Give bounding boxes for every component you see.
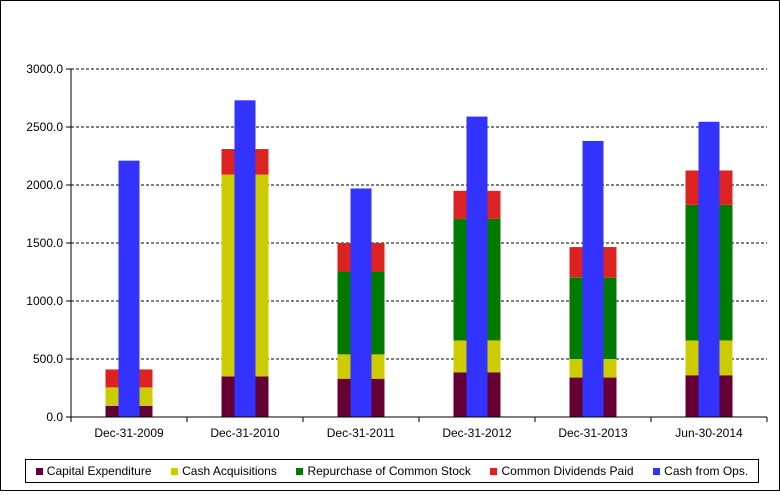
y-tick-label: 1000.0 (26, 294, 63, 308)
legend-item-cash-acquisitions: Cash Acquisitions (171, 464, 277, 478)
legend-item-capital-expenditure: Capital Expenditure (35, 464, 152, 478)
bar-cash-from-ops-0 (118, 160, 140, 417)
bar-cash-from-ops-4 (582, 140, 604, 418)
legend-label: Cash Acquisitions (182, 464, 277, 478)
x-tick-label: Dec-31-2012 (442, 426, 512, 440)
x-tick-label: Dec-31-2010 (210, 426, 280, 440)
y-tick-label: 2000.0 (26, 178, 63, 192)
y-tick-label: 3000.0 (26, 62, 63, 76)
legend-swatch (171, 467, 179, 475)
legend-swatch (35, 467, 43, 475)
y-tick-label: 2500.0 (26, 120, 63, 134)
legend-swatch (490, 467, 498, 475)
legend-label: Cash from Ops. (664, 464, 749, 478)
y-tick-label: 500.0 (33, 352, 63, 366)
legend-label: Common Dividends Paid (501, 464, 634, 478)
x-tick-label: Dec-31-2011 (327, 426, 396, 440)
legend-item-common-dividends-paid: Common Dividends Paid (490, 464, 634, 478)
bar-cash-from-ops-3 (466, 116, 488, 417)
chart-legend: Capital Expenditure Cash Acquisitions Repu… (25, 459, 759, 483)
x-tick-label: Dec-31-2009 (94, 426, 164, 440)
legend-item-repurchase-of-common-stock: Repurchase of Common Stock (296, 464, 471, 478)
legend-label: Repurchase of Common Stock (307, 464, 471, 478)
bar-cash-from-ops-1 (234, 100, 256, 417)
x-tick-label: Dec-31-2013 (558, 426, 628, 440)
legend-swatch (653, 467, 661, 475)
bar-cash-from-ops-2 (350, 188, 372, 417)
x-tick-label: Jun-30-2014 (675, 426, 743, 440)
legend-label: Capital Expenditure (46, 464, 152, 478)
legend-item-cash-from-ops: Cash from Ops. (653, 464, 748, 478)
legend-swatch (296, 467, 304, 475)
bar-cash-from-ops-5 (698, 121, 720, 417)
y-tick-label: 0.0 (46, 410, 63, 424)
y-tick-label: 1500.0 (26, 236, 63, 250)
